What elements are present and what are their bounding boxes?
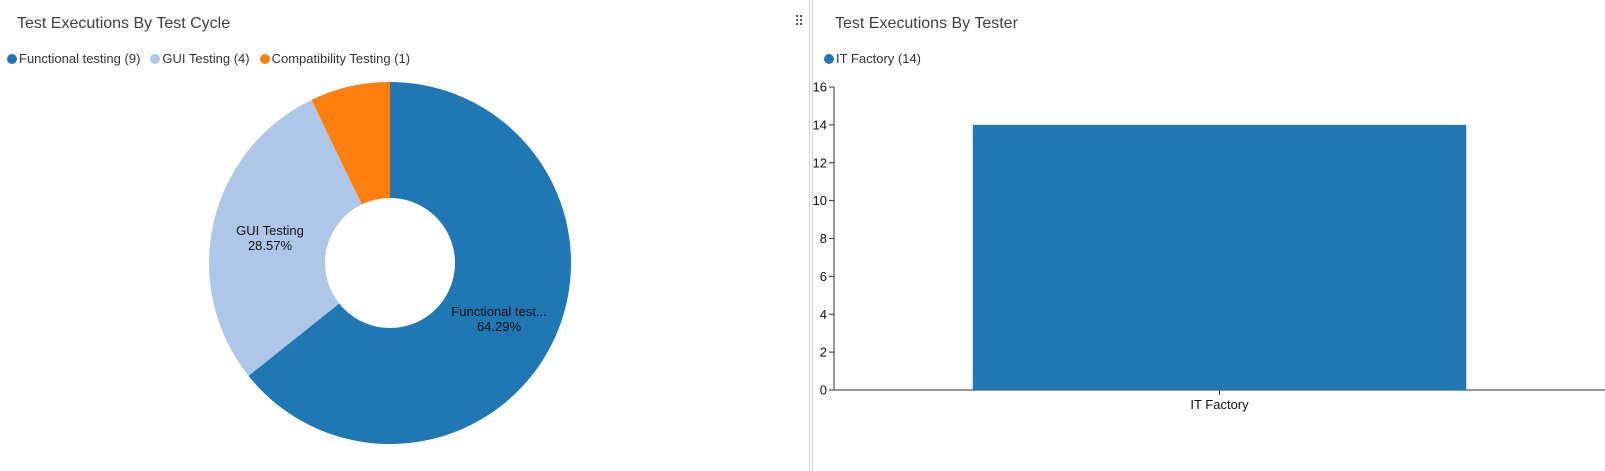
y-tick-label-6: 6 <box>820 269 827 284</box>
test-cycle-title: Test Executions By Test Cycle <box>17 15 231 32</box>
tester-title: Test Executions By Tester <box>835 15 1018 32</box>
bar-it-factory[interactable] <box>972 124 1467 390</box>
slice-label-functional-percent: 64.29% <box>477 319 522 334</box>
y-tick-label-2: 2 <box>820 345 827 360</box>
legend-dot-it-factory <box>824 53 834 64</box>
legend-label-functional-testing: Functional testing (9) <box>19 51 141 66</box>
x-tick-label-it-factory: IT Factory <box>1190 397 1249 412</box>
donut-slice-compatibility-testing[interactable] <box>311 82 390 205</box>
legend-item-gui-testing[interactable]: GUI Testing (4) <box>150 51 250 66</box>
y-tick-label-16: 16 <box>813 80 827 95</box>
legend-item-it-factory[interactable]: IT Factory (14) <box>824 51 921 66</box>
panel-divider-inner <box>812 0 813 471</box>
tester-legend: IT Factory (14) <box>824 51 931 66</box>
legend-label-compatibility-testing: Compatibility Testing (1) <box>271 51 411 66</box>
legend-dot-gui-testing <box>150 53 161 64</box>
slice-label-functional-name: Functional test... <box>451 304 546 319</box>
y-tick-label-0: 0 <box>820 383 827 398</box>
tester-panel: Test Executions By Tester IT Factory (14… <box>813 0 1605 471</box>
y-tick-label-4: 4 <box>820 307 827 322</box>
donut-slice-functional-testing[interactable] <box>248 82 572 445</box>
legend-dot-compatibility-testing <box>259 53 270 64</box>
y-tick-label-8: 8 <box>820 231 827 246</box>
bar-axes: 0 2 4 6 8 10 12 14 16 IT Factory <box>813 80 1605 412</box>
panel-divider <box>809 0 810 471</box>
tester-bar-chart: 0 2 4 6 8 10 12 14 16 IT Factory <box>813 80 1605 412</box>
y-tick-label-12: 12 <box>813 155 827 170</box>
slice-label-gui-name: GUI Testing <box>236 223 304 238</box>
legend-item-compatibility-testing[interactable]: Compatibility Testing (1) <box>259 51 411 66</box>
donut-slice-gui-testing[interactable] <box>209 99 362 376</box>
bar-marks <box>972 124 1467 390</box>
test-cycle-donut-chart: Functional test... 64.29% GUI Testing 28… <box>209 82 572 445</box>
test-cycle-panel: Test Executions By Test Cycle Functional… <box>7 13 804 445</box>
drag-handle-icon[interactable]: ⠿ <box>794 13 804 29</box>
y-tick-label-10: 10 <box>813 193 827 208</box>
legend-item-functional-testing[interactable]: Functional testing (9) <box>7 51 140 66</box>
slice-label-gui-percent: 28.57% <box>248 238 293 253</box>
legend-dot-functional-testing <box>7 53 17 64</box>
test-cycle-legend: Functional testing (9) GUI Testing (4) C… <box>7 51 420 66</box>
y-tick-label-14: 14 <box>813 117 827 132</box>
legend-label-gui-testing: GUI Testing (4) <box>162 51 250 66</box>
donut-slices <box>209 82 572 445</box>
legend-label-it-factory: IT Factory (14) <box>836 51 922 66</box>
